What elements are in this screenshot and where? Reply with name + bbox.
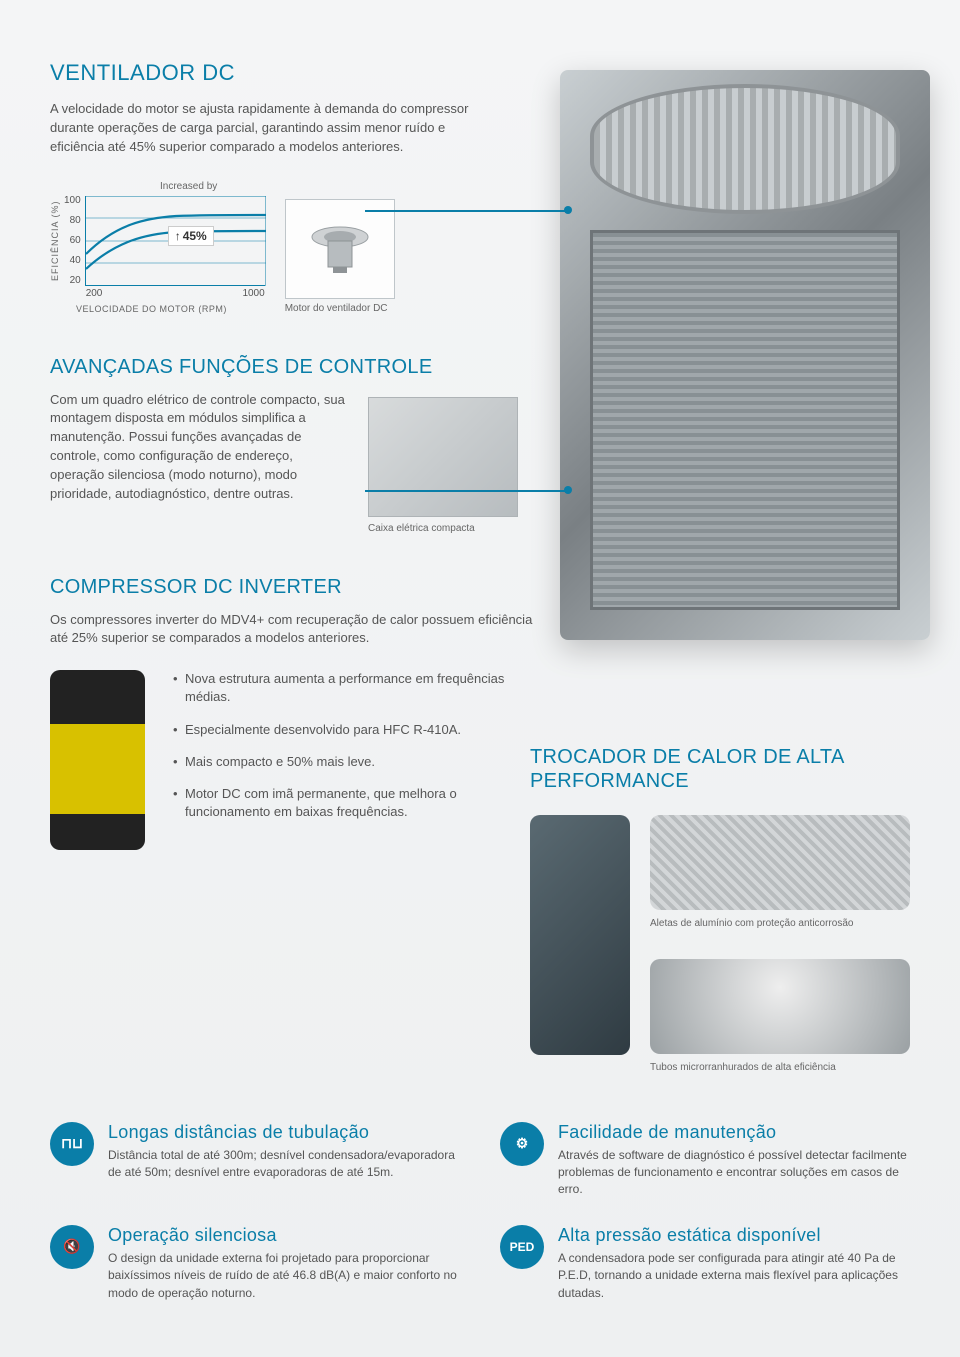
trocador-title: TROCADOR DE CALOR DE ALTA PERFORMANCE (530, 745, 910, 793)
compressor-bullets: Nova estrutura aumenta a performance em … (173, 670, 523, 850)
section-trocador: TROCADOR DE CALOR DE ALTA PERFORMANCE Al… (530, 745, 910, 1073)
tubes-image (650, 959, 910, 1054)
compressor-text: Os compressores inverter do MDV4+ com re… (50, 611, 550, 649)
feature-title: Operação silenciosa (108, 1225, 460, 1246)
feature-text: Através de software de diagnóstico é pos… (558, 1147, 910, 1199)
ventilador-text: A velocidade do motor se ajusta rapidame… (50, 100, 470, 157)
fan-motor-icon (305, 219, 375, 279)
feature-title: Longas distâncias de tubulação (108, 1122, 460, 1143)
feature-text: O design da unidade externa foi projetad… (108, 1250, 460, 1302)
list-item: Especialmente desenvolvido para HFC R-41… (173, 721, 523, 739)
caixa-image (368, 397, 518, 517)
chart-ylabel: EFICIÊNCIA (%) (50, 196, 60, 286)
fins-caption: Aletas de alumínio com proteção anticorr… (650, 918, 853, 929)
fins-image (650, 815, 910, 910)
controle-text: Com um quadro elétrico de controle compa… (50, 391, 350, 504)
ped-icon: PED (500, 1225, 544, 1269)
mute-icon: 🔇 (50, 1225, 94, 1269)
module-image (530, 815, 630, 1055)
chart-plot: 45% 200 1000 (85, 196, 265, 286)
feature-silenciosa: 🔇 Operação silenciosa O design da unidad… (50, 1225, 460, 1302)
caixa-figure: Caixa elétrica compacta (368, 391, 518, 534)
feature-title: Alta pressão estática disponível (558, 1225, 910, 1246)
outdoor-unit-image (560, 70, 930, 640)
trocador-item-1: Aletas de alumínio com proteção anticorr… (650, 815, 910, 929)
feature-manutencao: ⚙ Facilidade de manutenção Através de so… (500, 1122, 910, 1199)
chart-yticks: 100 80 60 40 20 (64, 196, 81, 286)
tubes-caption: Tubos microrranhurados de alta eficiênci… (650, 1062, 836, 1073)
features-grid: ⊓⊔ Longas distâncias de tubulação Distân… (50, 1122, 910, 1302)
caixa-caption: Caixa elétrica compacta (368, 523, 518, 534)
motor-figure: Motor do ventilador DC (285, 199, 395, 314)
motor-caption: Motor do ventilador DC (285, 303, 395, 314)
feature-title: Facilidade de manutenção (558, 1122, 910, 1143)
gear-icon: ⚙ (500, 1122, 544, 1166)
list-item: Mais compacto e 50% mais leve. (173, 753, 523, 771)
feature-tubulacao: ⊓⊔ Longas distâncias de tubulação Distân… (50, 1122, 460, 1199)
compressor-image (50, 670, 145, 850)
chart-increased-by: Increased by (160, 181, 217, 192)
list-item: Nova estrutura aumenta a performance em … (173, 670, 523, 706)
efficiency-chart: Increased by EFICIÊNCIA (%) 100 80 60 40… (50, 181, 265, 314)
list-item: Motor DC com imã permanente, que melhora… (173, 785, 523, 821)
pipe-icon: ⊓⊔ (50, 1122, 94, 1166)
feature-text: A condensadora pode ser configurada para… (558, 1250, 910, 1302)
motor-image (285, 199, 395, 299)
chart-xlabel: VELOCIDADE DO MOTOR (RPM) (76, 304, 227, 314)
feature-ped: PED Alta pressão estática disponível A c… (500, 1225, 910, 1302)
chart-badge: 45% (168, 226, 214, 246)
feature-text: Distância total de até 300m; desnível co… (108, 1147, 460, 1182)
trocador-item-2: Tubos microrranhurados de alta eficiênci… (650, 959, 910, 1073)
chart-xticks: 200 1000 (86, 288, 265, 299)
